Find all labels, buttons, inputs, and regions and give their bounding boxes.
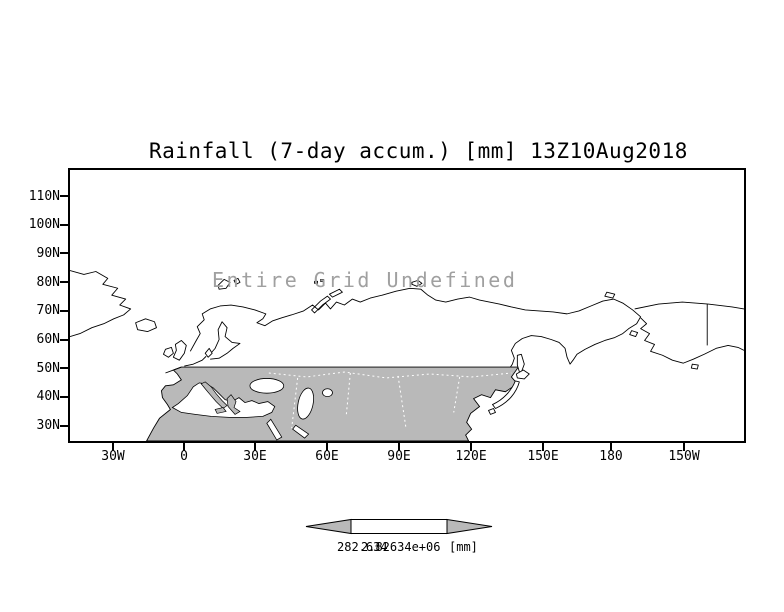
- y-axis-tick: [60, 195, 68, 197]
- undefined-grid-message: Entire Grid Undefined: [212, 268, 518, 292]
- x-axis-tick: [112, 443, 114, 451]
- y-axis-label: 30N: [36, 418, 60, 433]
- greenland-coastline: [70, 270, 132, 337]
- sakhalin-island: [516, 353, 525, 376]
- y-axis-label: 60N: [36, 332, 60, 347]
- red-sea: [266, 418, 283, 441]
- y-axis-tick: [60, 310, 68, 312]
- country-borders-dashed: [268, 371, 512, 429]
- coastline-map: [70, 270, 744, 441]
- x-axis-tick: [183, 443, 185, 451]
- y-axis-tick: [60, 425, 68, 427]
- colorbar-shape: [305, 518, 493, 535]
- alaska-west-coastline: [640, 317, 744, 364]
- x-axis-tick: [326, 443, 328, 451]
- x-axis-label: 90E: [387, 449, 411, 464]
- persian-gulf: [292, 424, 310, 439]
- aral-sea: [322, 388, 333, 398]
- eurasia-north-coastline: [189, 287, 642, 368]
- st-lawrence-island: [629, 330, 639, 337]
- y-axis-label: 80N: [36, 275, 60, 290]
- colorbar: [305, 518, 493, 535]
- y-axis-tick: [60, 339, 68, 341]
- mediterranean-sea: [171, 382, 276, 418]
- wrangel-island: [604, 291, 616, 299]
- x-axis-label: 30W: [101, 449, 125, 464]
- black-sea: [249, 378, 285, 394]
- great-britain-island: [172, 340, 187, 361]
- y-axis-label: 100N: [28, 217, 60, 232]
- plot-title: Rainfall (7-day accum.) [mm] 13Z10Aug201…: [149, 139, 688, 163]
- y-axis-tick: [60, 367, 68, 369]
- gray-shade-region: [146, 366, 520, 441]
- x-axis-tick: [398, 443, 400, 451]
- colorbar-left-arrow: [305, 518, 352, 535]
- y-axis-tick: [60, 252, 68, 254]
- y-axis-label: 50N: [36, 361, 60, 376]
- y-axis-tick: [60, 396, 68, 398]
- x-axis-tick: [254, 443, 256, 451]
- colorbar-max-label: 2.82634e+06: [361, 540, 441, 554]
- y-axis-tick: [60, 281, 68, 283]
- y-axis-label: 40N: [36, 389, 60, 404]
- x-axis-tick: [610, 443, 612, 451]
- sicily-island: [214, 407, 227, 414]
- north-sea-coastline: [165, 355, 207, 374]
- x-axis-tick: [542, 443, 544, 451]
- ireland-island: [162, 346, 174, 358]
- colorbar-units-label: [mm]: [449, 540, 478, 554]
- x-axis-label: 60E: [315, 449, 339, 464]
- colorbar-right-arrow: [446, 518, 493, 535]
- x-axis-label: 180: [599, 449, 623, 464]
- honshu-island: [492, 380, 520, 409]
- denmark-peninsula: [204, 347, 213, 358]
- baltic-coastline: [207, 321, 241, 360]
- colorbar-min-label: 282.634: [337, 540, 388, 554]
- x-axis-tick: [683, 443, 685, 451]
- x-axis-label: 150W: [668, 449, 700, 464]
- x-axis-label: 120E: [455, 449, 487, 464]
- iceland-island: [135, 318, 157, 333]
- y-axis-label: 110N: [28, 189, 60, 204]
- x-axis-label: 0: [180, 449, 188, 464]
- kodiak-island: [690, 363, 699, 370]
- x-axis-label: 150E: [527, 449, 559, 464]
- colorbar-segment: [350, 519, 448, 534]
- svalbard-islands: [217, 277, 241, 290]
- alaska-north-coastline: [634, 301, 744, 310]
- y-axis-label: 90N: [36, 246, 60, 261]
- x-axis-tick: [470, 443, 472, 451]
- kyushu-island: [488, 408, 496, 415]
- x-axis-label: 30E: [243, 449, 267, 464]
- map-frame: [68, 168, 746, 443]
- greece-peninsula: [226, 394, 241, 415]
- y-axis-tick: [60, 224, 68, 226]
- caspian-sea: [297, 387, 315, 420]
- y-axis-label: 70N: [36, 303, 60, 318]
- hokkaido-island: [515, 369, 530, 380]
- arctic-islands: [311, 278, 423, 314]
